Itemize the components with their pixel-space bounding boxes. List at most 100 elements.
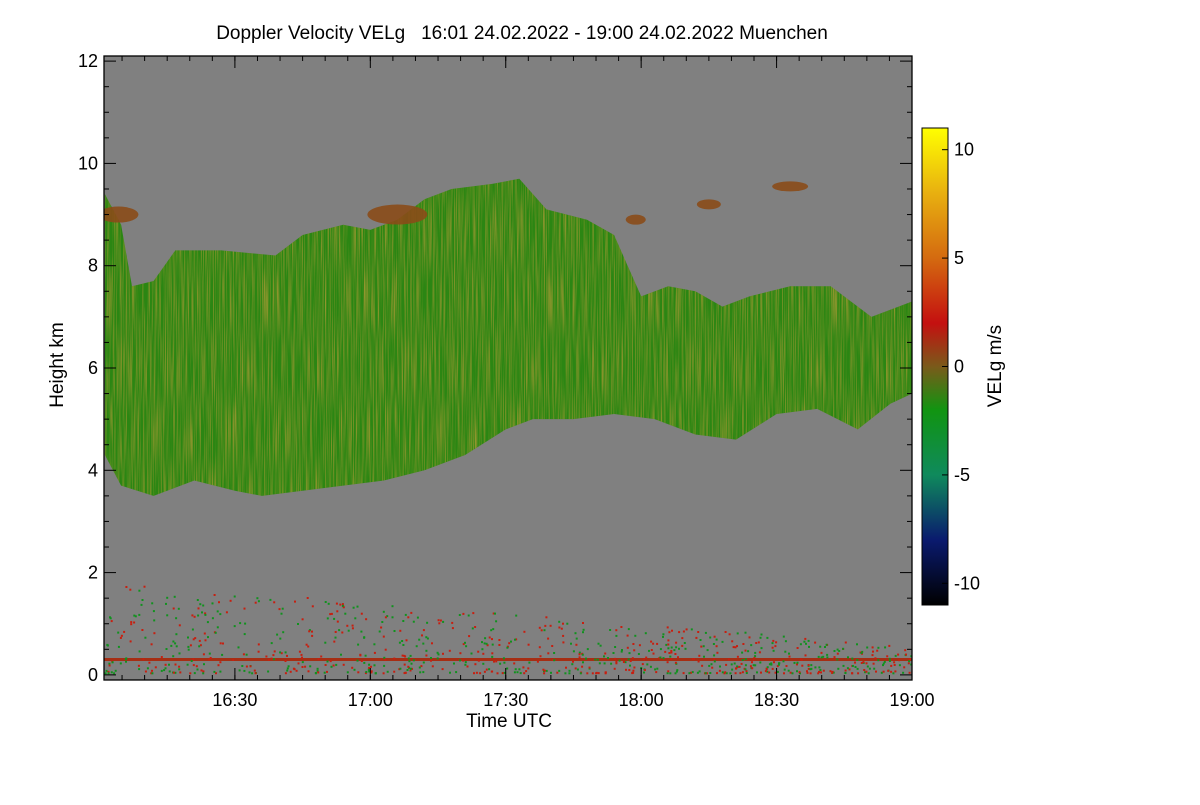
clutter-speckle [403,663,406,666]
clutter-speckle [682,630,685,633]
clutter-speckle [477,650,480,653]
clutter-speckle [857,672,860,675]
clutter-speckle [284,651,287,654]
clutter-speckle [744,631,747,634]
clutter-speckle [153,619,156,622]
clutter-speckle [703,655,705,658]
clutter-speckle [865,662,868,665]
clutter-speckle [670,646,673,649]
clutter-speckle [425,654,428,657]
clutter-speckle [314,672,317,675]
clutter-speckle [627,658,630,661]
clutter-speckle [464,661,467,664]
clutter-speckle [591,672,594,675]
clutter-speckle [481,648,484,651]
clutter-speckle [196,599,199,601]
clutter-speckle [704,672,707,675]
clutter-speckle [515,614,518,617]
clutter-speckle [431,642,433,645]
y-tick-label: 10 [78,153,98,173]
clutter-speckle [311,634,314,637]
clutter-speckle [172,655,175,658]
clutter-speckle [810,664,813,667]
clutter-speckle [836,648,839,651]
clutter-speckle [829,670,832,673]
clutter-speckle [745,672,748,674]
clutter-speckle [471,627,474,630]
clutter-speckle [736,665,739,668]
clutter-speckle [253,669,256,672]
clutter-speckle [882,670,885,673]
clutter-speckle [191,628,194,631]
clutter-speckle [673,649,676,652]
clutter-speckle [464,663,467,666]
clutter-speckle [719,665,721,668]
clutter-speckle [152,610,155,613]
clutter-speckle [771,667,774,670]
clutter-speckle [474,663,477,666]
clutter-speckle [649,665,652,668]
colorbar-tick-label: -10 [954,573,980,593]
clutter-speckle [475,671,478,674]
clutter-speckle [336,620,339,623]
clutter-speckle [363,636,366,639]
clutter-speckle [273,650,276,653]
clutter-speckle [422,629,425,632]
clutter-speckle [908,671,911,674]
clutter-speckle [683,642,686,644]
clutter-speckle [691,658,694,661]
clutter-speckle [659,656,662,659]
clutter-speckle [420,665,423,668]
clutter-speckle [192,664,195,667]
clutter-speckle [734,646,737,649]
clutter-speckle [193,615,196,618]
clutter-speckle [724,631,727,633]
clutter-speckle [598,662,601,665]
clutter-speckle [192,658,195,661]
clutter-speckle [286,669,289,672]
clutter-speckle [615,660,618,663]
clutter-speckle [151,672,154,675]
clutter-speckle [287,665,290,668]
clutter-speckle [455,671,458,674]
clutter-speckle [187,645,190,648]
clutter-speckle [628,652,631,655]
clutter-speckle [335,602,338,605]
clutter-speckle [218,601,220,604]
clutter-speckle [178,652,181,655]
clutter-speckle [119,636,122,639]
clutter-speckle [820,671,822,674]
clutter-speckle [753,656,756,659]
clutter-speckle [367,668,370,671]
clutter-speckle [778,662,781,665]
clutter-speckle [713,635,716,638]
clutter-speckle [492,628,495,631]
clutter-speckle [713,654,716,657]
clutter-speckle [150,672,153,675]
y-tick-label: 8 [88,256,98,276]
clutter-speckle [482,652,485,655]
clutter-speckle [213,670,216,673]
clutter-speckle [165,602,167,605]
clutter-speckle [317,658,320,661]
clutter-speckle [499,662,502,665]
clutter-speckle [178,624,181,627]
clutter-speckle [493,660,495,663]
clutter-speckle [871,654,874,657]
clutter-speckle [150,643,153,646]
clutter-speckle [204,613,207,616]
clutter-speckle [543,672,546,675]
clutter-speckle [854,666,857,668]
clutter-speckle [775,641,778,644]
clutter-speckle [411,667,413,670]
clutter-speckle [523,672,526,675]
clutter-speckle [405,639,408,642]
clutter-speckle [289,670,292,673]
clutter-speckle [391,616,394,619]
clutter-speckle [833,656,836,659]
clutter-speckle [160,669,163,672]
clutter-speckle [739,672,742,675]
clutter-speckle [391,605,394,608]
clutter-speckle [407,657,410,660]
clutter-speckle [562,634,565,637]
